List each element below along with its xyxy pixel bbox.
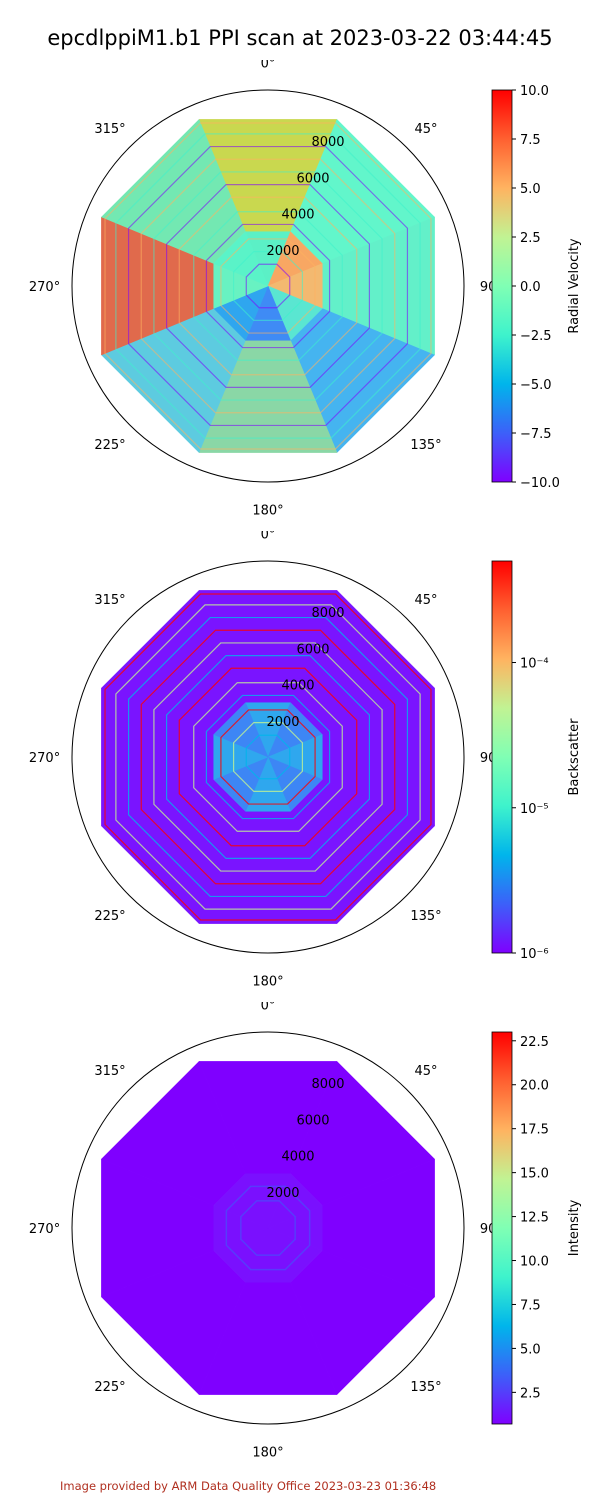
range-ring xyxy=(225,1185,311,1271)
colorbar xyxy=(491,89,513,483)
radial-tick-label: 6000 xyxy=(296,642,329,657)
colorbar-tick-label: 10⁻⁶ xyxy=(520,947,549,962)
radial-tick-label: 8000 xyxy=(311,606,344,621)
polar-chart-svg: 0°45°90°135°180°225°270°315°200040006000… xyxy=(29,60,582,518)
polar-chart-svg: 0°45°90°135°180°225°270°315°200040006000… xyxy=(29,1002,582,1460)
range-ring xyxy=(178,196,358,376)
angle-tick-label: 135° xyxy=(410,1380,441,1395)
colorbar-tick-label: −10.0 xyxy=(520,476,560,491)
range-ring xyxy=(127,616,409,898)
radial-tick-label: 2000 xyxy=(266,715,299,730)
range-ring xyxy=(140,158,396,414)
radial-tick-label: 2000 xyxy=(266,244,299,259)
range-ring xyxy=(193,211,343,361)
range-ring xyxy=(104,593,432,921)
radial-tick-label: 8000 xyxy=(311,1077,344,1092)
page-title: epcdlppiM1.b1 PPI scan at 2023-03-22 03:… xyxy=(47,26,553,50)
range-ring xyxy=(205,223,331,349)
colorbar-label: Backscatter xyxy=(567,718,582,796)
range-ring xyxy=(205,694,331,820)
colorbar-tick-label: 17.5 xyxy=(520,1123,549,1138)
intensity-panel: 0° 45° 90° 135° 180° 225° 270° 315° 2000 4000 6000… xyxy=(0,1002,600,1472)
angle-tick-label: 45° xyxy=(414,593,437,608)
angle-tick-label: 225° xyxy=(94,909,125,924)
angle-tick-label: 135° xyxy=(410,438,441,453)
inner-sector-fill xyxy=(213,702,269,758)
range-ring xyxy=(240,1200,296,1256)
colorbar-tick-label: 10⁻⁵ xyxy=(520,802,549,817)
angle-tick-label: 270° xyxy=(29,751,60,766)
angle-tick-label: 0° xyxy=(261,531,276,543)
range-ring xyxy=(220,238,316,334)
angle-tick-label: 270° xyxy=(29,280,60,295)
colorbar-tick-label: 20.0 xyxy=(520,1079,549,1094)
colorbar-tick-label: 22.5 xyxy=(520,1035,549,1050)
range-ring xyxy=(115,604,421,910)
colorbar-tick-label: −5.0 xyxy=(520,378,552,393)
colorbar-tick-label: 7.5 xyxy=(520,133,541,148)
range-ring xyxy=(193,682,343,832)
colorbar-tick-label: −2.5 xyxy=(520,329,552,344)
colorbar-tick-label: 5.0 xyxy=(520,1342,541,1357)
radial-tick-label: 4000 xyxy=(281,1150,314,1165)
range-ring xyxy=(165,654,371,860)
inner-sector-fill xyxy=(213,231,269,287)
angle-tick-label: 180° xyxy=(252,974,283,989)
angle-tick-label: 0° xyxy=(261,1002,276,1014)
colorbar-tick-label: −7.5 xyxy=(520,427,552,442)
radial-tick-label: 6000 xyxy=(296,1113,329,1128)
radial-tick-label: 8000 xyxy=(311,135,344,150)
angle-tick-label: 225° xyxy=(94,438,125,453)
range-ring xyxy=(127,145,409,427)
angle-tick-label: 315° xyxy=(94,122,125,137)
colorbar-tick-label: 10.0 xyxy=(520,84,549,99)
colorbar-tick-label: 5.0 xyxy=(520,182,541,197)
colorbar-tick-label: 10.0 xyxy=(520,1255,549,1270)
radial-tick-label: 4000 xyxy=(281,208,314,223)
colorbar xyxy=(491,1031,513,1425)
angle-tick-label: 135° xyxy=(410,909,441,924)
range-ring xyxy=(220,709,316,805)
backscatter-panel: 0° 45° 90° 135° 180° 225° 270° 315° 2000 4000 6000… xyxy=(0,531,600,1001)
range-ring xyxy=(178,667,358,847)
range-ring xyxy=(153,171,383,401)
colorbar-label: Intensity xyxy=(567,1199,582,1256)
colorbar-tick-label: 0.0 xyxy=(520,280,541,295)
angle-tick-label: 270° xyxy=(29,1222,60,1237)
range-ring xyxy=(104,122,432,450)
colorbar-tick-label: 15.0 xyxy=(520,1167,549,1182)
radial-tick-label: 4000 xyxy=(281,679,314,694)
range-ring xyxy=(140,629,396,885)
range-ring xyxy=(153,642,383,872)
colorbar-tick-label: 2.5 xyxy=(520,1386,541,1401)
colorbar-tick-label: 10⁻⁴ xyxy=(520,657,549,672)
range-ring xyxy=(245,734,291,780)
range-ring xyxy=(232,721,304,793)
polar-outline xyxy=(71,560,465,954)
radial-velocity-panel: 0° 45° 90° 135° 180° 225° 270° 315° 2000 4000 6000… xyxy=(0,60,600,530)
radial-tick-label: 6000 xyxy=(296,171,329,186)
angle-tick-label: 0° xyxy=(261,60,276,72)
radial-tick-label: 2000 xyxy=(266,1186,299,1201)
angle-tick-label: 45° xyxy=(414,122,437,137)
angle-tick-label: 180° xyxy=(252,503,283,518)
angle-tick-label: 45° xyxy=(414,1064,437,1079)
range-ring xyxy=(115,133,421,439)
colorbar-label: Radial Velocity xyxy=(567,238,582,334)
footer-credit: Image provided by ARM Data Quality Offic… xyxy=(60,1479,437,1493)
colorbar-tick-label: 2.5 xyxy=(520,231,541,246)
range-ring xyxy=(165,183,371,389)
colorbar-tick-label: 7.5 xyxy=(520,1298,541,1313)
polar-chart-svg: 0°45°90°135°180°225°270°315°200040006000… xyxy=(29,531,582,989)
angle-tick-label: 225° xyxy=(94,1380,125,1395)
angle-tick-label: 315° xyxy=(94,1064,125,1079)
angle-tick-label: 315° xyxy=(94,593,125,608)
range-ring xyxy=(232,250,304,322)
colorbar xyxy=(491,560,513,954)
polar-outline xyxy=(71,1031,465,1425)
range-ring xyxy=(245,263,291,309)
polar-outline xyxy=(71,89,465,483)
colorbar-tick-label: 12.5 xyxy=(520,1211,549,1226)
angle-tick-label: 180° xyxy=(252,1445,283,1460)
